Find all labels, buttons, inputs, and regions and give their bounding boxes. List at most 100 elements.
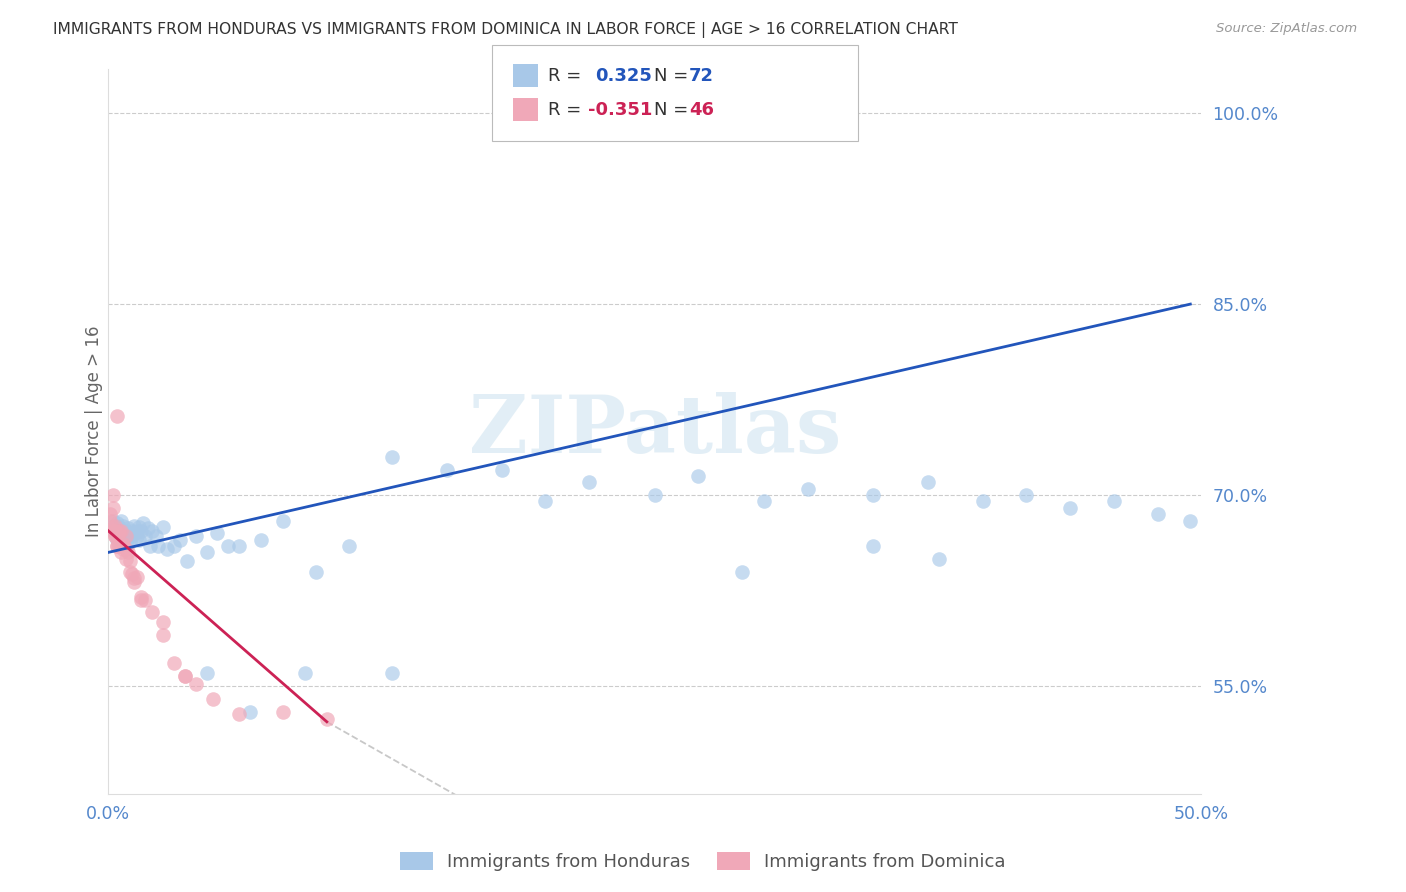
Point — [128, 520, 150, 534]
Text: 72: 72 — [689, 67, 714, 85]
Point — [134, 592, 156, 607]
Point — [195, 545, 218, 559]
Point — [169, 533, 191, 547]
Point — [752, 494, 775, 508]
Point — [228, 707, 250, 722]
Point — [731, 565, 754, 579]
Point — [148, 539, 170, 553]
Point — [129, 592, 152, 607]
Point — [862, 488, 884, 502]
Point — [117, 545, 139, 559]
Point — [104, 524, 127, 538]
Text: R =: R = — [548, 67, 593, 85]
Text: -0.351: -0.351 — [588, 101, 652, 119]
Point — [173, 669, 195, 683]
Point — [381, 666, 404, 681]
Point — [271, 705, 294, 719]
Point — [117, 529, 139, 543]
Point — [138, 539, 160, 553]
Point — [105, 409, 128, 424]
Point — [195, 666, 218, 681]
Point — [100, 507, 122, 521]
Point — [173, 669, 195, 683]
Text: 0.325: 0.325 — [595, 67, 651, 85]
Point — [134, 529, 156, 543]
Point — [1102, 494, 1125, 508]
Point — [125, 524, 148, 538]
Point — [862, 539, 884, 553]
Point — [129, 590, 152, 604]
Point — [104, 518, 127, 533]
Text: Source: ZipAtlas.com: Source: ZipAtlas.com — [1216, 22, 1357, 36]
Point — [141, 524, 163, 538]
Point — [436, 463, 458, 477]
Point — [105, 539, 128, 553]
Point — [271, 514, 294, 528]
Point — [118, 535, 141, 549]
Point — [118, 526, 141, 541]
Text: N =: N = — [654, 101, 693, 119]
Point — [110, 514, 132, 528]
Point — [118, 554, 141, 568]
Point — [108, 524, 131, 538]
Point — [305, 565, 328, 579]
Point — [114, 541, 136, 556]
Point — [491, 463, 513, 477]
Text: 46: 46 — [689, 101, 714, 119]
Point — [108, 539, 131, 553]
Point — [184, 676, 207, 690]
Text: IMMIGRANTS FROM HONDURAS VS IMMIGRANTS FROM DOMINICA IN LABOR FORCE | AGE > 16 C: IMMIGRANTS FROM HONDURAS VS IMMIGRANTS F… — [53, 22, 959, 38]
Point — [110, 539, 132, 553]
Point — [121, 529, 143, 543]
Point — [121, 567, 143, 582]
Point — [132, 516, 155, 530]
Y-axis label: In Labor Force | Age > 16: In Labor Force | Age > 16 — [86, 326, 103, 537]
Point — [156, 541, 179, 556]
Point — [125, 529, 148, 543]
Point — [207, 526, 229, 541]
Point — [101, 514, 124, 528]
Point — [381, 450, 404, 464]
Point — [124, 571, 146, 585]
Point — [108, 526, 131, 541]
Point — [101, 488, 124, 502]
Point — [315, 712, 337, 726]
Point — [128, 533, 150, 547]
Point — [105, 539, 128, 553]
Point — [112, 526, 135, 541]
Point — [124, 526, 146, 541]
Point — [217, 539, 239, 553]
Point — [110, 545, 132, 559]
Point — [644, 488, 666, 502]
Point — [1180, 514, 1202, 528]
Point — [250, 533, 273, 547]
Point — [797, 482, 820, 496]
Point — [688, 469, 710, 483]
Point — [121, 524, 143, 538]
Point — [928, 551, 950, 566]
Point — [163, 539, 186, 553]
Point — [972, 494, 994, 508]
Point — [228, 539, 250, 553]
Point — [105, 533, 128, 547]
Point — [337, 539, 360, 553]
Point — [239, 705, 262, 719]
Point — [110, 524, 132, 538]
Point — [184, 529, 207, 543]
Point — [152, 628, 174, 642]
Point — [176, 554, 198, 568]
Point — [104, 524, 127, 538]
Point — [112, 518, 135, 533]
Point — [1059, 500, 1081, 515]
Point — [152, 615, 174, 630]
Legend: Immigrants from Honduras, Immigrants from Dominica: Immigrants from Honduras, Immigrants fro… — [394, 845, 1012, 879]
Point — [117, 521, 139, 535]
Text: N =: N = — [654, 67, 693, 85]
Point — [124, 574, 146, 589]
Point — [114, 524, 136, 538]
Point — [108, 526, 131, 541]
Point — [114, 529, 136, 543]
Point — [125, 569, 148, 583]
Point — [578, 475, 600, 490]
Point — [129, 524, 152, 538]
